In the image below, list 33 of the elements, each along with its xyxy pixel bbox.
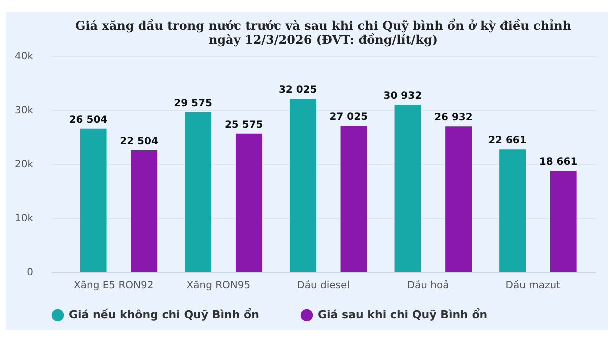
x-tick-label: Dầu diesel — [297, 280, 350, 292]
data-label: 32 025 — [278, 85, 318, 96]
legend-label: Giá nếu không chi Quỹ Bình ổn — [69, 307, 260, 322]
bar — [236, 134, 262, 272]
data-label: 26 504 — [69, 114, 108, 126]
bar — [446, 126, 472, 272]
bar — [131, 150, 158, 272]
data-label: 29 575 — [174, 98, 212, 110]
data-label: 27 025 — [330, 112, 368, 124]
x-tick-label: Xăng RON95 — [186, 280, 251, 292]
bar — [500, 150, 526, 272]
bar — [80, 128, 107, 272]
bar — [340, 126, 368, 272]
data-label: 30 932 — [384, 90, 422, 102]
data-label: 22 661 — [488, 136, 527, 147]
data-label: 25 575 — [224, 120, 264, 131]
y-tick-label: 40k — [14, 52, 34, 62]
bar — [290, 99, 316, 272]
legend-label: Giá sau khi chi Quỹ Bình ổn — [318, 307, 488, 322]
y-tick-label: 20k — [14, 160, 34, 170]
y-tick-label: 30k — [14, 106, 34, 116]
x-tick-label: Dầu mazut — [506, 280, 561, 292]
bar — [394, 104, 422, 272]
bar — [185, 112, 212, 272]
chart-title: Giá xăng dầu trong nước trước và sau khi chi Quỹ bình ổn ở kỳ điều chỉnh ngày 12/3/2026 (ĐVT: đồng/lít/kg) — [75, 18, 572, 47]
y-tick-label: 0 — [27, 268, 34, 278]
y-tick-label: 10k — [14, 214, 34, 224]
x-tick-label: Xăng E5 RON92 — [74, 280, 154, 292]
data-label: 18 661 — [539, 157, 578, 168]
data-label: 22 504 — [120, 136, 158, 148]
data-label: 26 932 — [434, 112, 473, 124]
x-tick-label: Dầu hoả — [407, 280, 450, 292]
bar — [550, 171, 577, 272]
